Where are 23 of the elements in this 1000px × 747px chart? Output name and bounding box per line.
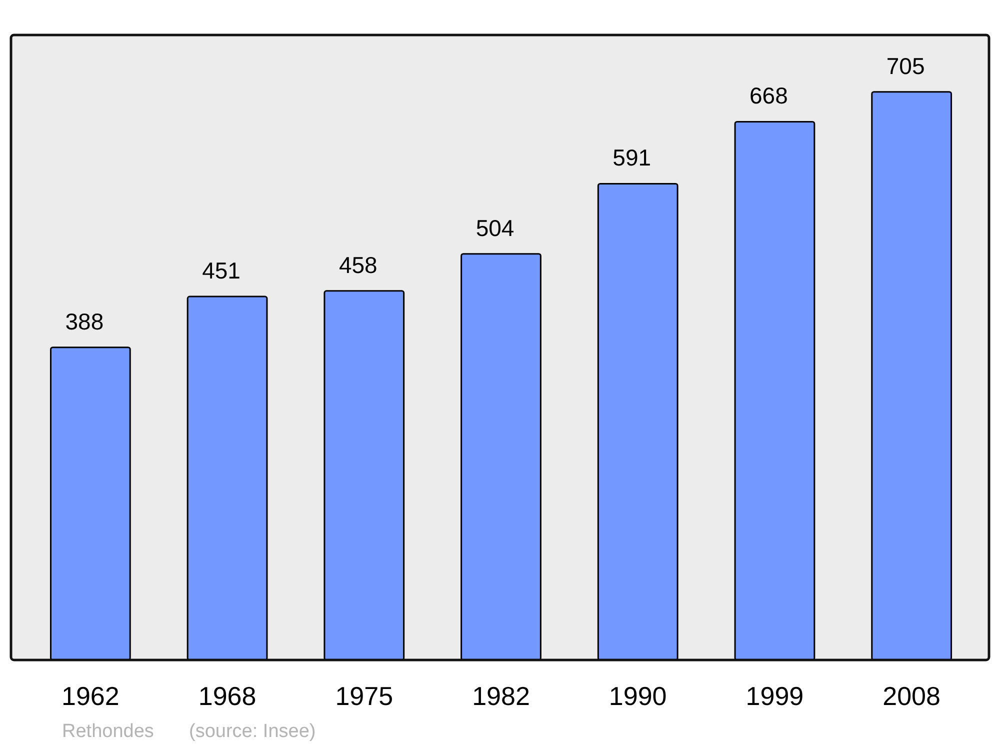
data-label: 451: [202, 258, 240, 284]
bar: [186, 296, 268, 661]
bar: [324, 290, 405, 661]
x-tick-label: 1968: [198, 681, 256, 711]
x-tick-label: 1999: [746, 681, 804, 711]
data-label: 705: [886, 52, 925, 79]
x-tick-label: 1975: [335, 681, 394, 711]
bar: [597, 182, 678, 661]
data-label: 388: [65, 308, 104, 334]
data-label: 591: [612, 144, 652, 171]
bar: [871, 91, 952, 661]
x-tick-label: 1982: [472, 681, 530, 711]
bar: [460, 253, 542, 661]
data-label: 668: [750, 82, 788, 109]
text: Rethondes: [62, 721, 154, 742]
bar: [734, 120, 816, 661]
x-tick-label: 2008: [882, 681, 940, 711]
x-tick-label: 1962: [62, 681, 120, 711]
bar: [50, 346, 131, 661]
data-label: 504: [476, 214, 514, 241]
x-tick-label: 1990: [608, 681, 667, 711]
data-label: 458: [338, 252, 378, 278]
text: (source: Insee): [189, 721, 316, 742]
